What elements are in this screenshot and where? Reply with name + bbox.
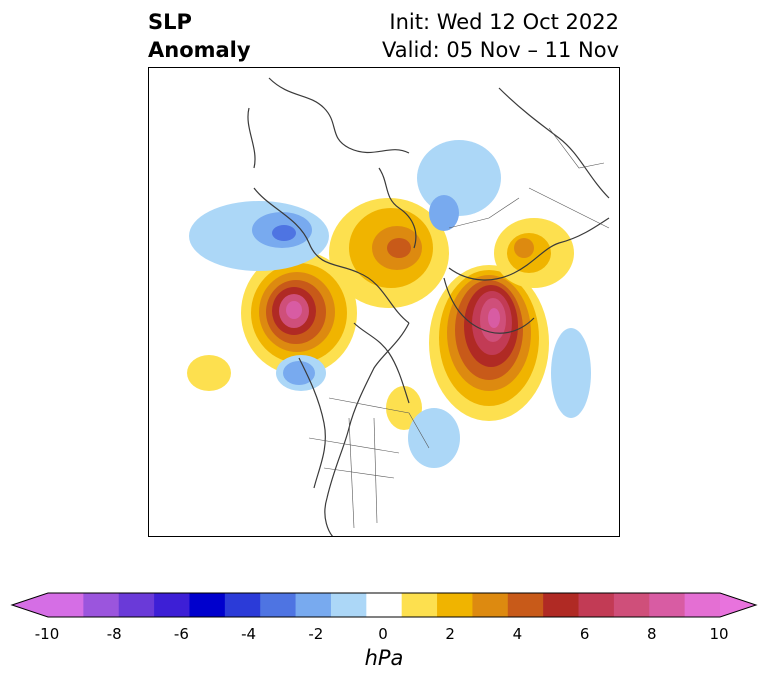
country-borders <box>308 127 610 529</box>
colorbar-segment <box>543 593 580 617</box>
colorbar-tick-label: 2 <box>445 625 455 643</box>
colorbar-segment <box>578 593 615 617</box>
high-anomaly-alaska <box>241 251 357 375</box>
colorbar-tick-label: 10 <box>709 625 729 643</box>
colorbar-tick-label: -4 <box>241 625 257 643</box>
colorbar-outline <box>10 592 758 618</box>
colorbar-tick-label: 4 <box>512 625 523 643</box>
colorbar-segment <box>154 593 190 617</box>
title-right: Init: Wed 12 Oct 2022 Valid: 05 Nov – 11… <box>382 8 619 64</box>
colorbar-tick-label: -2 <box>308 625 324 643</box>
colorbar-segment <box>366 593 403 617</box>
valid-range: Valid: 05 Nov – 11 Nov <box>382 38 619 62</box>
anomaly-map <box>187 77 610 536</box>
colorbar-tick-label: 0 <box>378 625 388 643</box>
colorbar-segment <box>260 593 297 617</box>
title-variable: SLP <box>148 10 192 34</box>
low-anomalies <box>187 140 591 468</box>
title-left: SLP Anomaly <box>148 8 251 64</box>
colorbar-segment <box>507 593 544 617</box>
init-date: Init: Wed 12 Oct 2022 <box>389 10 619 34</box>
colorbar-tick-label: -8 <box>106 625 122 643</box>
colorbar-segment <box>613 593 650 617</box>
colorbar-segment <box>224 593 261 617</box>
colorbar-segment <box>48 593 84 617</box>
colorbar-segment <box>684 593 721 617</box>
colorbar-segment <box>649 593 686 617</box>
colorbar-tick-label: 6 <box>579 625 590 643</box>
colorbar-tick-label: 8 <box>647 625 657 643</box>
colorbar-segment <box>437 593 473 617</box>
colorbar-tick-label: -6 <box>173 625 189 643</box>
colorbar-segment <box>472 593 509 617</box>
colorbar-segment <box>330 593 367 617</box>
colorbar-segment <box>189 593 226 617</box>
high-anomaly-eurasia <box>429 218 574 421</box>
colorbar-segment <box>401 593 438 617</box>
coastlines <box>247 77 610 536</box>
colorbar-tick-label: -10 <box>34 625 60 643</box>
colorbar-segment <box>118 593 155 617</box>
colorbar-under-arrow <box>12 593 48 617</box>
colorbar-segment <box>295 593 332 617</box>
map-panel <box>148 67 620 537</box>
colorbar-over-arrow <box>720 593 756 617</box>
colorbar <box>10 592 758 618</box>
colorbar-unit: hPa <box>364 646 404 670</box>
title-field: Anomaly <box>148 38 251 62</box>
colorbar-segment <box>83 593 120 617</box>
colorbar-segments <box>48 593 721 617</box>
high-anomaly-arctic <box>329 198 449 430</box>
